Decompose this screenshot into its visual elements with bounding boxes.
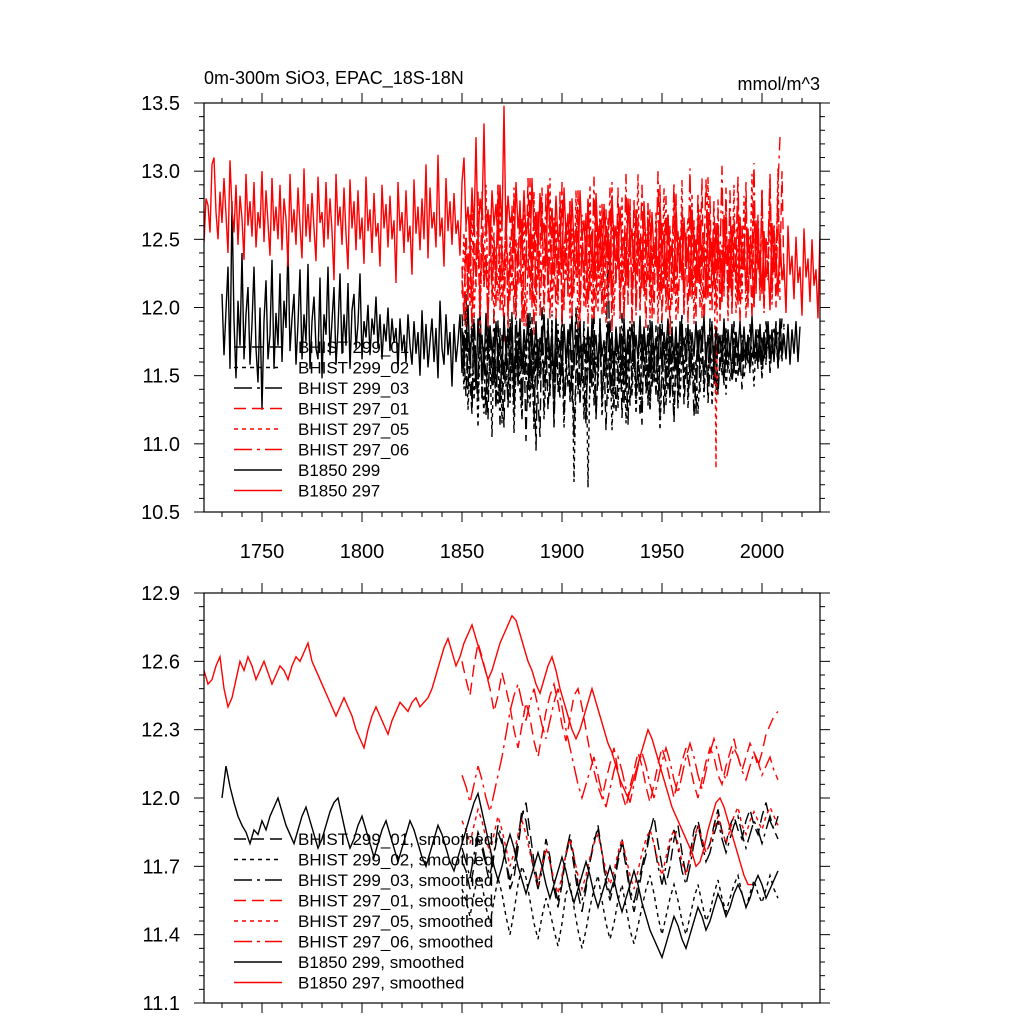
legend-bottom: BHIST 299_01, smoothed BHIST 299_02, smoo… (234, 830, 493, 993)
legend-label: BHIST 297_05, smoothed (298, 912, 493, 931)
legend-label: B1850 297, smoothed (298, 974, 464, 993)
series-line-bottom-0 (461, 802, 779, 913)
legend-label: B1850 299 (298, 461, 380, 480)
series-line-top-7 (204, 105, 820, 319)
legend-label: BHIST 299_03, smoothed (298, 871, 493, 890)
y-tick-label: 10.5 (141, 502, 180, 524)
plot-frame-top (203, 102, 821, 513)
series-line-top-1 (461, 312, 785, 488)
legend-label: BHIST 297_01 (298, 400, 409, 419)
chart-units: mmol/m^3 (738, 74, 820, 94)
y-tick-label: 13.0 (141, 161, 180, 183)
plot-frame-bottom (203, 592, 821, 1004)
legend-label: BHIST 297_01, smoothed (298, 892, 493, 911)
x-tick-label: 1850 (440, 541, 485, 563)
series-line-bottom-6 (221, 765, 779, 960)
x-tick-label: 2000 (740, 541, 785, 563)
legend-label: BHIST 299_02 (298, 359, 409, 378)
legend-label: BHIST 299_02, smoothed (298, 851, 493, 870)
legend-label: BHIST 299_01 (298, 338, 409, 357)
legend-label: B1850 299, smoothed (298, 953, 464, 972)
y-tick-label: 12.5 (141, 229, 180, 251)
x-tick-label: 1900 (540, 541, 585, 563)
series-line-bottom-2 (461, 809, 779, 903)
y-tick-label: 11.1 (143, 993, 180, 1015)
y-tick-label: 12.0 (141, 788, 180, 810)
y-tick-label: 12.9 (141, 583, 180, 605)
y-tick-label: 12.6 (141, 651, 180, 673)
legend-label: BHIST 299_03 (298, 379, 409, 398)
y-tick-label: 12.0 (141, 298, 180, 320)
legend-label: BHIST 297_06 (298, 441, 409, 460)
legend-label: BHIST 297_05 (298, 420, 409, 439)
bottom-panel: 11.1 11.4 11.7 12.0 12.3 12.6 12.9 BHIST 299_01… (141, 583, 830, 1015)
series-lines (204, 105, 820, 488)
series-line-bottom-5 (461, 681, 779, 812)
y-tick-label: 11.7 (143, 856, 180, 878)
series-lines (204, 614, 779, 960)
y-tick-label: 11.4 (143, 925, 180, 947)
series-line-top-6 (221, 201, 801, 410)
y-tick-label: 12.3 (141, 720, 180, 742)
series-line-bottom-3 (461, 642, 779, 808)
top-panel: 1750 1800 1850 1900 1950 2000 10.5 11.0 11.5 12.0… (141, 93, 830, 563)
x-tick-label: 1750 (240, 541, 285, 563)
x-tick-label: 1800 (340, 541, 385, 563)
y-tick-label: 11.5 (143, 366, 180, 388)
series-line-top-2 (461, 232, 783, 451)
y-tick-label: 13.5 (141, 93, 180, 115)
legend-label: B1850 297 (298, 482, 380, 501)
legend-label: BHIST 299_01, smoothed (298, 830, 493, 849)
chart-title: 0m-300m SiO3, EPAC_18S-18N (204, 68, 464, 89)
y-tick-label: 11.0 (143, 434, 180, 456)
x-tick-label: 1950 (640, 541, 685, 563)
legend-label: BHIST 297_06, smoothed (298, 933, 493, 952)
series-line-bottom-7 (204, 614, 752, 886)
